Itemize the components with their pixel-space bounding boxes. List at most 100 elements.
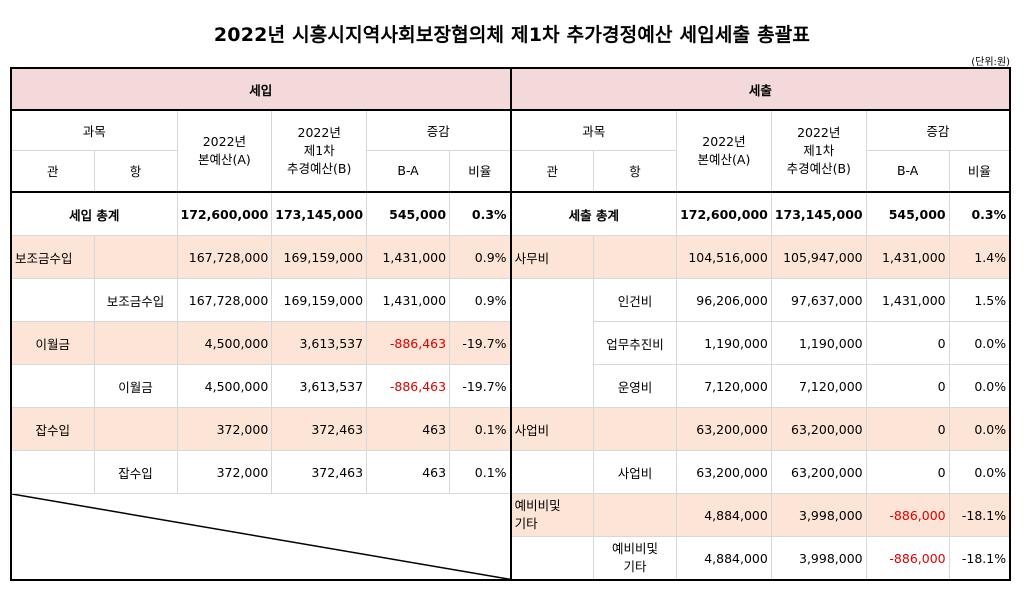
expense-diff: 0: [865, 321, 950, 365]
income-kwan: [10, 364, 95, 408]
income-total-base: 172,600,000: [176, 191, 273, 236]
expense-hang: 업무추진비: [593, 321, 678, 365]
expense-base-header: 2022년 본예산(A): [676, 109, 772, 193]
empty-diagonal-cell: [10, 493, 512, 581]
expense-subject-header: 과목: [509, 109, 678, 151]
expense-section-header: 세출: [509, 67, 1012, 111]
expense-total-ratio: 0.3%: [948, 191, 1012, 236]
income-hang: 보조금수입: [93, 278, 178, 322]
expense-hang: 운영비: [593, 364, 678, 408]
expense-ratio: 0.0%: [948, 450, 1012, 494]
page-title: 2022년 시흥시지역사회보장협의체 제1차 추가경정예산 세입세출 총괄표: [213, 24, 811, 46]
income-supp: 3,613,537: [271, 364, 368, 408]
expense-base: 104,516,000: [676, 235, 772, 279]
expense-kwan: 예비비및 기타: [509, 493, 595, 537]
income-diff: 1,431,000: [366, 278, 451, 322]
expense-kwan: [509, 536, 595, 581]
income-base: 372,000: [176, 450, 273, 494]
expense-ratio: 0.0%: [948, 364, 1012, 408]
income-hang: 이월금: [93, 364, 178, 408]
expense-total-base: 172,600,000: [676, 191, 772, 236]
expense-kwan: 사무비: [509, 235, 595, 279]
income-kwan-header: 관: [10, 149, 95, 193]
income-kwan: 보조금수입: [10, 235, 95, 279]
income-change-header: 증감: [366, 109, 512, 151]
budget-summary-table: 세입 세출 과목 2022년 본예산(A) 2022년 제1차 추경예산(B) …: [10, 67, 1012, 581]
diagonal-line: [12, 494, 507, 579]
income-base: 167,728,000: [176, 235, 273, 279]
expense-total-diff: 545,000: [865, 191, 950, 236]
expense-supp: 7,120,000: [770, 364, 867, 408]
income-supp-header: 2022년 제1차 추경예산(B): [271, 109, 368, 193]
expense-hang: [593, 235, 678, 279]
income-ratio: 0.9%: [449, 235, 512, 279]
expense-hang: 사업비: [593, 450, 678, 494]
income-base: 4,500,000: [176, 321, 273, 365]
income-supp: 169,159,000: [271, 278, 368, 322]
income-diff: -886,463: [366, 364, 451, 408]
expense-hang: [593, 407, 678, 451]
income-supp: 169,159,000: [271, 235, 368, 279]
expense-diff: -886,000: [865, 536, 950, 581]
expense-supp: 97,637,000: [770, 278, 867, 322]
income-total-diff: 545,000: [366, 191, 451, 236]
income-base: 167,728,000: [176, 278, 273, 322]
income-kwan: [10, 450, 95, 494]
expense-hang-header: 항: [593, 149, 678, 193]
income-hang-header: 항: [93, 149, 178, 193]
expense-base: 63,200,000: [676, 407, 772, 451]
income-diff-header: B-A: [366, 149, 451, 193]
income-ratio: 0.9%: [449, 278, 512, 322]
income-supp: 372,463: [271, 450, 368, 494]
income-ratio: 0.1%: [449, 407, 512, 451]
expense-kwan-header: 관: [509, 149, 595, 193]
expense-diff: 1,431,000: [865, 278, 950, 322]
income-diff: 463: [366, 407, 451, 451]
expense-diff: 1,431,000: [865, 235, 950, 279]
expense-total-label: 세출 총계: [509, 191, 678, 236]
expense-kwan: [509, 450, 595, 494]
income-ratio: -19.7%: [449, 321, 512, 365]
income-total-label: 세입 총계: [10, 191, 178, 236]
expense-ratio-header: 비율: [948, 149, 1012, 193]
expense-hang: [593, 493, 678, 537]
expense-base: 63,200,000: [676, 450, 772, 494]
income-supp: 3,613,537: [271, 321, 368, 365]
expense-total-supp: 173,145,000: [770, 191, 867, 236]
expense-ratio: -18.1%: [948, 493, 1012, 537]
expense-ratio: -18.1%: [948, 536, 1012, 581]
expense-base: 96,206,000: [676, 278, 772, 322]
expense-diff: 0: [865, 450, 950, 494]
expense-diff: 0: [865, 364, 950, 408]
income-base: 4,500,000: [176, 364, 273, 408]
income-hang: 잡수입: [93, 450, 178, 494]
expense-diff: 0: [865, 407, 950, 451]
income-kwan: 이월금: [10, 321, 95, 365]
expense-ratio: 0.0%: [948, 407, 1012, 451]
expense-supp: 63,200,000: [770, 450, 867, 494]
income-total-ratio: 0.3%: [449, 191, 512, 236]
expense-ratio: 1.4%: [948, 235, 1012, 279]
expense-supp-header: 2022년 제1차 추경예산(B): [770, 109, 867, 193]
expense-supp: 1,190,000: [770, 321, 867, 365]
income-ratio: -19.7%: [449, 364, 512, 408]
expense-supp: 63,200,000: [770, 407, 867, 451]
income-supp: 372,463: [271, 407, 368, 451]
expense-base: 4,884,000: [676, 493, 772, 537]
expense-kwan: [509, 278, 595, 408]
income-base-header: 2022년 본예산(A): [176, 109, 273, 193]
income-diff: 463: [366, 450, 451, 494]
income-diff: 1,431,000: [366, 235, 451, 279]
unit-label: (단위:원): [971, 57, 1010, 68]
income-kwan: [10, 278, 95, 322]
expense-kwan: 사업비: [509, 407, 595, 451]
income-subject-header: 과목: [10, 109, 178, 151]
expense-base: 4,884,000: [676, 536, 772, 581]
expense-base: 7,120,000: [676, 364, 772, 408]
expense-supp: 105,947,000: [770, 235, 867, 279]
income-hang: [93, 407, 178, 451]
expense-diff-header: B-A: [865, 149, 950, 193]
income-hang: [93, 235, 178, 279]
income-kwan: 잡수입: [10, 407, 95, 451]
income-section-header: 세입: [10, 67, 512, 111]
